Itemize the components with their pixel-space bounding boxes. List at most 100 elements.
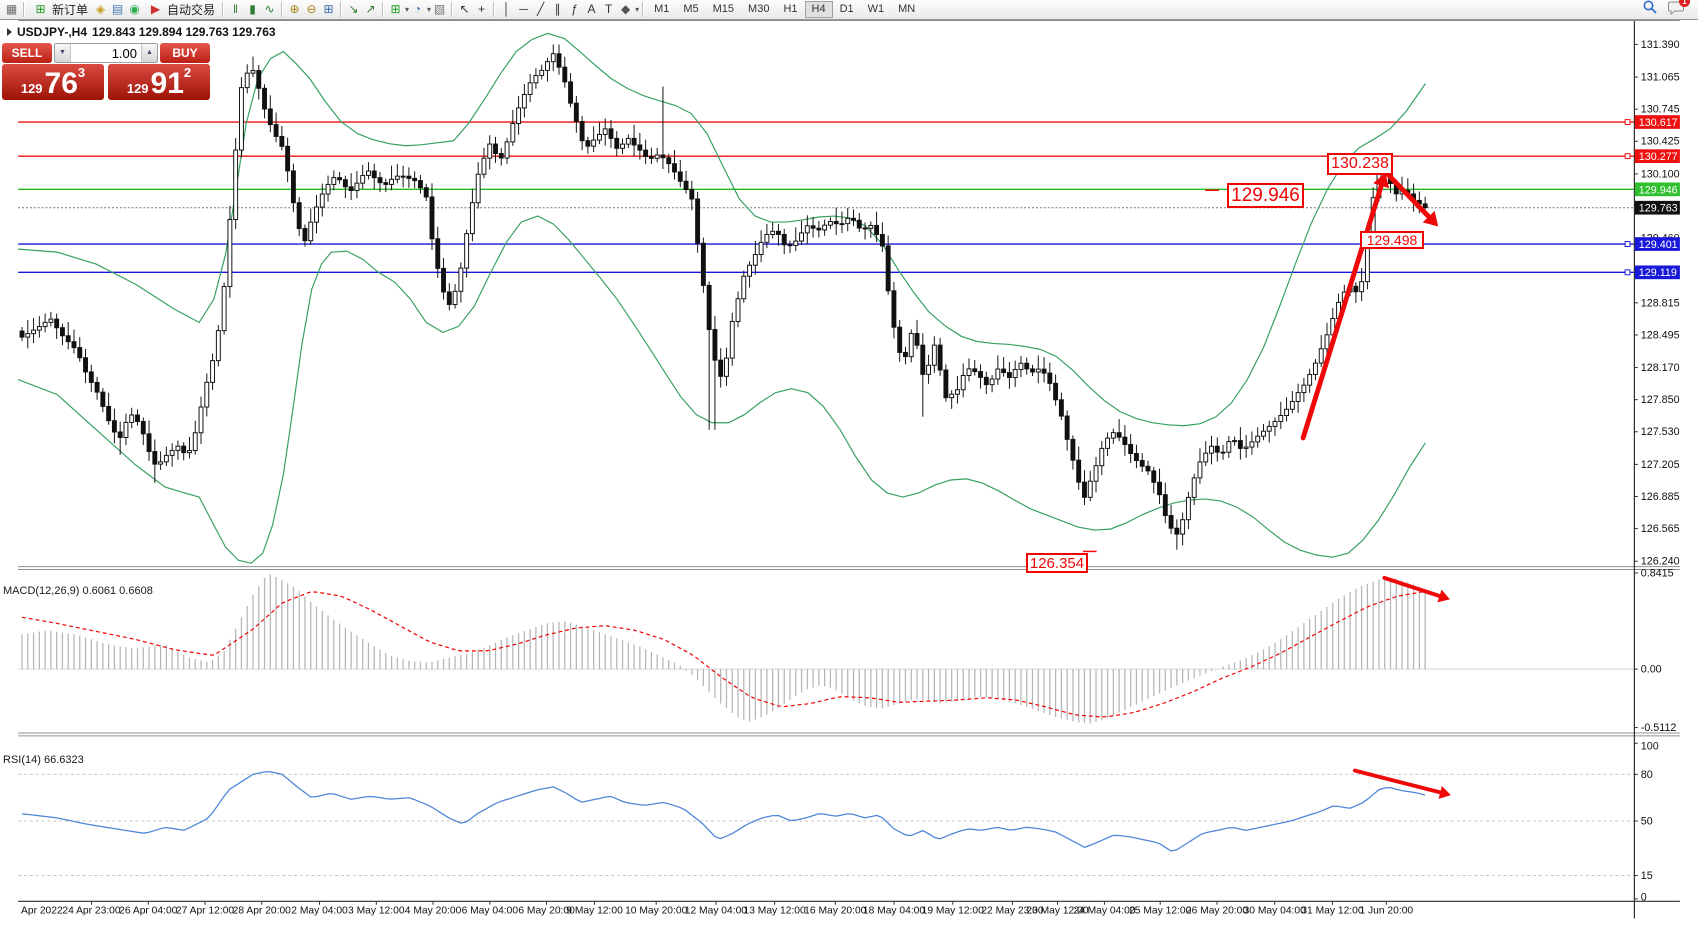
price-callout-126.354[interactable]: 126.354 — [1026, 553, 1088, 573]
svg-text:129.763: 129.763 — [1639, 203, 1678, 215]
toolbar-separator — [281, 2, 284, 17]
volume-decrease-button[interactable]: ▼ — [55, 44, 71, 62]
volume-increase-button[interactable]: ▲ — [141, 44, 157, 62]
add-indicator-dropdown[interactable]: ⊞ — [390, 2, 401, 16]
chart-marker-icon — [7, 28, 12, 36]
svg-text:19 May 12:00: 19 May 12:00 — [922, 906, 984, 917]
svg-text:Apr 2022: Apr 2022 — [21, 906, 63, 917]
svg-text:80: 80 — [1641, 769, 1653, 781]
styles-icon[interactable]: ◈ — [95, 2, 106, 16]
timeframe-m5-button[interactable]: M5 — [683, 3, 699, 15]
buy-price-big: 91 — [150, 67, 184, 100]
zoom-out-icon[interactable]: ⊖ — [306, 2, 317, 16]
buy-price-button[interactable]: 129 91 2 — [108, 64, 210, 100]
candlestick-chart-icon[interactable]: ▮ — [249, 2, 256, 16]
horizontal-line-icon[interactable]: ─ — [519, 2, 528, 16]
timeframe-m1-button[interactable]: M1 — [654, 3, 670, 15]
svg-text:1 Jun 20:00: 1 Jun 20:00 — [1359, 906, 1413, 917]
svg-text:10 May 20:00: 10 May 20:00 — [625, 906, 687, 917]
toolbar-separator — [222, 2, 225, 17]
svg-text:126.565: 126.565 — [1641, 523, 1680, 535]
terminal-icon[interactable]: ▤ — [111, 2, 124, 16]
new-order-button-label: 新订单 — [52, 3, 89, 17]
one-click-trading-panel: SELL ▼ ▲ BUY 129 76 3 129 91 2 — [2, 43, 210, 100]
toolbar-separator — [642, 2, 645, 17]
template-icon[interactable]: ▧ — [433, 2, 446, 16]
volume-input[interactable] — [71, 44, 141, 62]
crosshair-icon[interactable]: + — [478, 2, 486, 16]
fibonacci-icon[interactable]: ƒ — [571, 2, 578, 16]
autotrading-button[interactable]: ▶ 自动交易 — [143, 1, 219, 18]
timeframe-m15-button[interactable]: M15 — [712, 3, 735, 15]
candles-layer — [19, 44, 1428, 550]
price-callout-129.946[interactable]: 129.946 — [1227, 183, 1304, 208]
svg-text:-0.5112: -0.5112 — [1641, 722, 1677, 734]
sell-price-sup: 3 — [77, 65, 86, 80]
toolbar-separator — [382, 2, 385, 17]
svg-text:128.495: 128.495 — [1641, 329, 1680, 341]
indicator-list-icon[interactable]: ↗ — [365, 2, 376, 16]
indicator-window-icon[interactable]: ↘ — [348, 2, 359, 16]
svg-text:0: 0 — [1641, 891, 1647, 903]
text-icon[interactable]: A — [587, 2, 596, 16]
notifications-icon[interactable]: 1 — [1668, 0, 1690, 20]
svg-text:16 May 20:00: 16 May 20:00 — [804, 906, 866, 917]
svg-text:126.885: 126.885 — [1641, 491, 1680, 503]
pane-divider-rsi[interactable] — [18, 731, 1680, 737]
svg-text:50: 50 — [1641, 815, 1653, 827]
line-chart-icon[interactable]: ∿ — [264, 2, 275, 16]
autotrading-icon: ▶ — [150, 2, 161, 16]
svg-text:127.850: 127.850 — [1641, 394, 1680, 406]
svg-text:0.00: 0.00 — [1641, 664, 1662, 676]
timeframe-m30-button[interactable]: M30 — [748, 3, 770, 15]
annotation-arrows — [1082, 160, 1451, 799]
price-callout-130.238[interactable]: 130.238 — [1327, 153, 1393, 175]
svg-text:126.240: 126.240 — [1641, 556, 1680, 568]
sell-price-button[interactable]: 129 76 3 — [2, 64, 104, 100]
price-callout-129.498[interactable]: 129.498 — [1360, 231, 1424, 249]
svg-text:127.530: 127.530 — [1641, 426, 1680, 438]
new-order-button[interactable]: ⊞ 新订单 — [28, 1, 92, 18]
sell-price-small: 129 — [20, 81, 43, 96]
zoom-in-icon[interactable]: ⊕ — [289, 2, 300, 16]
add-indicator-dropdown-caret[interactable]: ▾ — [405, 5, 410, 14]
svg-text:15: 15 — [1641, 870, 1653, 882]
cursor-icon[interactable]: ↖ — [459, 2, 470, 16]
chart-window-icon[interactable]: ▦ — [5, 2, 18, 16]
svg-text:22 May 23:00: 22 May 23:00 — [981, 906, 1043, 917]
tile-windows-icon[interactable]: ⊞ — [323, 2, 334, 16]
timeframe-mn-button[interactable]: MN — [898, 3, 916, 15]
buy-button[interactable]: BUY — [160, 43, 210, 63]
text-label-icon[interactable]: T — [604, 2, 613, 16]
bollinger-bands — [17, 32, 1426, 564]
period-dropdown-caret[interactable]: ▾ — [427, 5, 432, 14]
svg-text:131.065: 131.065 — [1641, 72, 1680, 84]
sell-button[interactable]: SELL — [2, 43, 52, 63]
timeframe-h4-button[interactable]: H4 — [804, 1, 833, 18]
svg-text:4 May 20:00: 4 May 20:00 — [405, 906, 462, 917]
pane-divider-macd[interactable] — [18, 565, 1680, 571]
arrows-icon[interactable]: ◆ — [620, 2, 631, 16]
search-icon[interactable] — [1642, 0, 1658, 20]
chart-canvas[interactable]: 131.390 131.065 130.745 130.425 130.100 129.7… — [0, 20, 1698, 938]
svg-text:130.277: 130.277 — [1639, 151, 1678, 163]
timeframe-d1-button[interactable]: D1 — [839, 3, 854, 15]
sell-price-big: 76 — [44, 67, 78, 100]
equidistant-channel-icon[interactable]: ∥ — [554, 2, 561, 16]
timeframe-h1-button[interactable]: H1 — [783, 3, 798, 15]
svg-text:30 May 04:00: 30 May 04:00 — [1244, 906, 1306, 917]
volume-control: ▼ ▲ — [54, 43, 158, 63]
bar-chart-icon[interactable]: ‖ — [233, 2, 239, 16]
arrows-icon-caret[interactable]: ▾ — [635, 5, 640, 14]
navigator-icon[interactable]: ◉ — [129, 2, 140, 16]
timeframe-w1-button[interactable]: W1 — [867, 3, 885, 15]
vertical-line-icon[interactable]: │ — [502, 2, 511, 16]
trendline-icon[interactable]: ╱ — [536, 2, 545, 16]
period-dropdown[interactable]: ◔ — [413, 2, 422, 16]
svg-text:13 May 12:00: 13 May 12:00 — [744, 906, 806, 917]
chart-area[interactable]: 131.390 131.065 130.745 130.425 130.100 129.7… — [0, 20, 1698, 938]
svg-text:28 Apr 20:00: 28 Apr 20:00 — [233, 906, 292, 917]
svg-text:131.390: 131.390 — [1641, 39, 1680, 51]
svg-text:100: 100 — [1641, 741, 1659, 753]
